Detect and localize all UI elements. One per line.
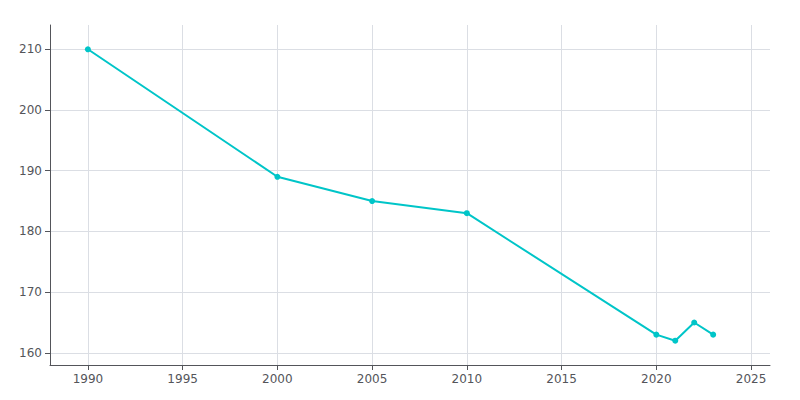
svg-text:2010: 2010	[452, 372, 483, 386]
svg-text:200: 200	[19, 103, 42, 117]
svg-text:180: 180	[19, 224, 42, 238]
svg-text:2005: 2005	[357, 372, 388, 386]
svg-text:2000: 2000	[262, 372, 293, 386]
svg-text:160: 160	[19, 346, 42, 360]
svg-text:1995: 1995	[167, 372, 198, 386]
svg-text:170: 170	[19, 285, 42, 299]
svg-text:2020: 2020	[641, 372, 672, 386]
svg-text:1990: 1990	[73, 372, 104, 386]
svg-text:2025: 2025	[736, 372, 767, 386]
svg-text:210: 210	[19, 42, 42, 56]
svg-text:190: 190	[19, 164, 42, 178]
svg-text:2015: 2015	[546, 372, 577, 386]
